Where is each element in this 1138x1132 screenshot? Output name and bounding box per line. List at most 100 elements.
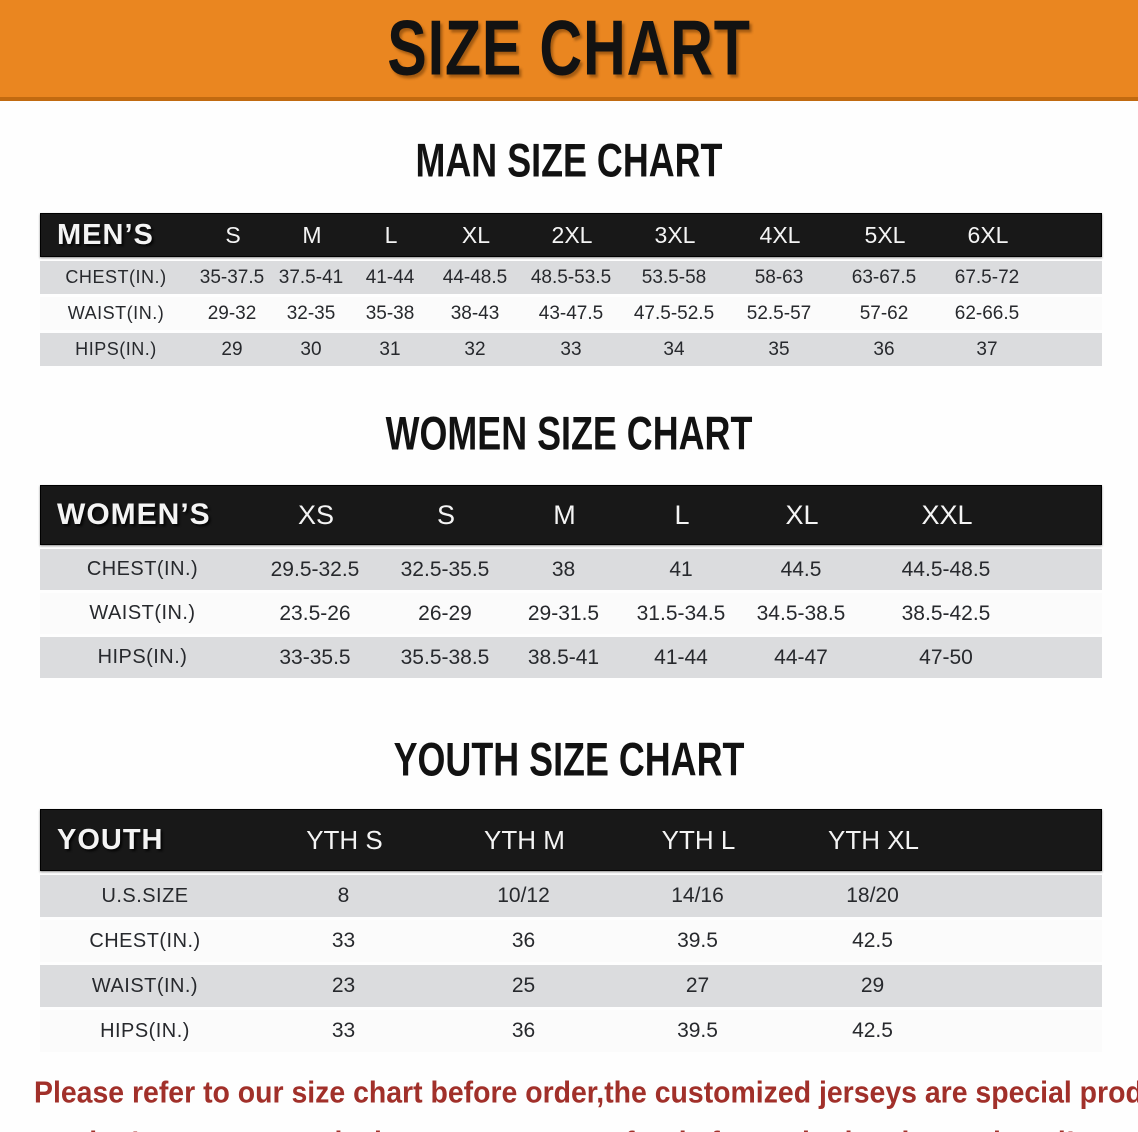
women-value-cell: 33-35.5	[279, 645, 351, 669]
youth-body-row: CHEST(IN.) 33 36 39.5 42.5	[40, 920, 1102, 962]
women-value-cell: 29.5-32.5	[270, 557, 360, 581]
women-value-cell: 47-50	[919, 645, 973, 669]
women-value-cell: 41	[669, 557, 693, 581]
women-value-cell: 35.5-38.5	[400, 645, 490, 669]
men-value-cell: 43-47.5	[538, 302, 604, 324]
youth-row-label: U.S.SIZE	[101, 884, 189, 907]
women-value-cell: 44.5-48.5	[901, 557, 991, 581]
women-value-cell: 44-47	[774, 645, 828, 669]
men-value-cell: 41-44	[365, 266, 415, 288]
youth-value-cell: 18/20	[846, 884, 899, 907]
men-value-cell: 30	[300, 338, 322, 360]
men-value-cell: 38-43	[450, 302, 500, 324]
youth-row-label: WAIST(IN.)	[91, 974, 199, 997]
youth-section: YOUTH SIZE CHART YOUTH YTH S YTH M YTH L YTH…	[0, 736, 1138, 1052]
women-value-cell: 38.5-41	[527, 645, 600, 669]
men-value-cell: 35-38	[365, 302, 415, 324]
men-table-label: MEN’S	[57, 218, 154, 251]
women-value-cell: 38	[551, 557, 576, 581]
men-value-cell: 58-63	[754, 266, 804, 288]
men-value-cell: 62-66.5	[954, 302, 1020, 324]
men-value-cell: 35	[768, 338, 790, 360]
women-size-header-2: M	[553, 499, 576, 530]
women-value-cell: 26-29	[418, 601, 472, 625]
men-value-cell: 63-67.5	[851, 266, 917, 288]
women-value-cell: 38.5-42.5	[901, 601, 991, 625]
women-row-label: HIPS(IN.)	[97, 646, 188, 668]
men-size-header-5: 3XL	[654, 221, 696, 248]
men-value-cell: 29	[221, 338, 243, 360]
youth-size-header-2: YTH L	[661, 824, 736, 855]
men-size-header-7: 5XL	[864, 221, 906, 248]
men-size-header-4: 2XL	[551, 221, 593, 248]
youth-value-cell: 42.5	[852, 929, 893, 952]
women-size-header-0: XS	[297, 499, 335, 530]
men-value-cell: 34	[663, 338, 685, 360]
youth-value-cell: 42.5	[852, 1019, 893, 1042]
women-header-row: WOMEN’S XS S M L XL XXL	[40, 485, 1102, 545]
men-size-table: MEN’S S M L XL 2XL 3XL 4XL 5XL 6XL CHEST(IN.) 35-37…	[40, 213, 1102, 366]
men-row-label: WAIST(IN.)	[67, 303, 165, 323]
women-section: WOMEN SIZE CHART WOMEN’S XS S M L XL XXL CHEST(…	[0, 410, 1138, 678]
men-value-cell: 32-35	[286, 302, 336, 324]
men-body-row: WAIST(IN.) 29-32 32-35 35-38 38-43 43-47.5 47.…	[40, 297, 1102, 330]
men-value-cell: 35-37.5	[199, 266, 265, 288]
youth-value-cell: 39.5	[677, 1019, 718, 1042]
youth-value-cell: 10/12	[497, 884, 550, 907]
youth-body-row: HIPS(IN.) 33 36 39.5 42.5	[40, 1010, 1102, 1052]
women-body-row: CHEST(IN.) 29.5-32.5 32.5-35.5 38 41 44.5 44.5…	[40, 549, 1102, 590]
men-row-label: CHEST(IN.)	[65, 267, 167, 287]
men-value-cell: 32	[464, 338, 486, 360]
youth-body-row: WAIST(IN.) 23 25 27 29	[40, 965, 1102, 1007]
men-size-header-2: L	[384, 221, 398, 248]
men-value-cell: 36	[873, 338, 895, 360]
youth-header-row: YOUTH YTH S YTH M YTH L YTH XL	[40, 809, 1102, 871]
youth-size-header-0: YTH S	[306, 824, 383, 855]
women-table-label: WOMEN’S	[57, 498, 211, 531]
men-value-cell: 29-32	[207, 302, 257, 324]
youth-value-cell: 39.5	[677, 929, 718, 952]
footer-note-line-2: we don't accept cancel, change, teturn o…	[34, 1117, 1087, 1132]
men-value-cell: 53.5-58	[641, 266, 707, 288]
men-value-cell: 47.5-52.5	[633, 302, 715, 324]
men-header-row: MEN’S S M L XL 2XL 3XL 4XL 5XL 6XL	[40, 213, 1102, 257]
men-value-cell: 31	[379, 338, 401, 360]
men-value-cell: 67.5-72	[954, 266, 1020, 288]
women-value-cell: 31.5-34.5	[636, 601, 726, 625]
banner-title: SIZE CHART	[387, 4, 751, 92]
women-size-header-4: XL	[785, 499, 819, 530]
men-value-cell: 48.5-53.5	[530, 266, 612, 288]
women-body-row: WAIST(IN.) 23.5-26 26-29 29-31.5 31.5-34.5 34…	[40, 593, 1102, 634]
men-value-cell: 33	[560, 338, 582, 360]
men-value-cell: 37	[976, 338, 998, 360]
women-row-label: WAIST(IN.)	[89, 602, 196, 624]
women-size-header-3: L	[674, 499, 690, 530]
youth-value-cell: 36	[511, 1019, 536, 1042]
youth-table-label: YOUTH	[57, 823, 164, 856]
women-row-label: CHEST(IN.)	[86, 558, 199, 580]
men-size-header-1: M	[302, 221, 322, 248]
women-value-cell: 29-31.5	[527, 601, 600, 625]
women-section-heading: WOMEN SIZE CHART	[385, 406, 753, 460]
youth-section-heading: YOUTH SIZE CHART	[393, 732, 745, 786]
youth-size-table: YOUTH YTH S YTH M YTH L YTH XL U.S.SIZE 8 10/12…	[40, 809, 1102, 1052]
youth-value-cell: 14/16	[671, 884, 724, 907]
men-value-cell: 57-62	[859, 302, 909, 324]
youth-value-cell: 33	[331, 1019, 356, 1042]
men-section-heading: MAN SIZE CHART	[415, 133, 723, 187]
footer-note-line-1: Please refer to our size chart before or…	[34, 1076, 1138, 1110]
men-row-label: HIPS(IN.)	[75, 339, 157, 359]
women-size-table: WOMEN’S XS S M L XL XXL CHEST(IN.) 29.5-32.5 32.5…	[40, 485, 1102, 678]
youth-row-label: HIPS(IN.)	[100, 1019, 190, 1042]
footer-note: Please refer to our size chart before or…	[0, 1068, 1138, 1132]
youth-value-cell: 8	[337, 884, 350, 907]
women-size-header-1: S	[436, 499, 455, 530]
youth-size-header-1: YTH M	[484, 824, 565, 855]
youth-value-cell: 29	[860, 974, 885, 997]
men-section: MAN SIZE CHART MEN’S S M L XL 2XL 3XL 4XL 5XL 6XL…	[0, 137, 1138, 366]
men-body-row: HIPS(IN.) 29 30 31 32 33 34 35 36 37	[40, 333, 1102, 366]
youth-value-cell: 23	[331, 974, 356, 997]
youth-value-cell: 33	[331, 929, 356, 952]
women-value-cell: 32.5-35.5	[400, 557, 490, 581]
